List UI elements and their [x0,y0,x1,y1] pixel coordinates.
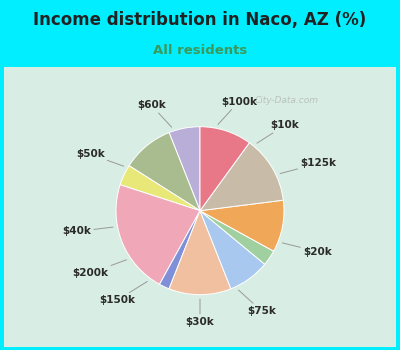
Text: $150k: $150k [99,281,147,306]
Text: $60k: $60k [137,100,172,127]
Wedge shape [160,211,200,289]
Text: $10k: $10k [257,120,300,143]
Text: Income distribution in Naco, AZ (%): Income distribution in Naco, AZ (%) [33,10,367,28]
FancyBboxPatch shape [0,64,400,349]
Wedge shape [116,185,200,284]
Text: $75k: $75k [238,290,276,316]
Text: $125k: $125k [280,159,336,174]
Text: $30k: $30k [186,299,214,327]
Text: $200k: $200k [72,260,126,278]
Wedge shape [200,211,265,289]
Wedge shape [169,127,200,211]
Text: $40k: $40k [62,226,113,237]
Wedge shape [129,133,200,211]
Text: All residents: All residents [153,44,247,57]
Text: $100k: $100k [218,97,257,125]
Wedge shape [200,143,283,211]
Wedge shape [200,127,249,211]
Wedge shape [200,211,274,264]
Text: $20k: $20k [282,243,332,257]
Text: $50k: $50k [76,149,124,166]
Text: City-Data.com: City-Data.com [254,96,318,105]
Wedge shape [200,200,284,251]
Wedge shape [120,166,200,211]
Wedge shape [169,211,231,295]
